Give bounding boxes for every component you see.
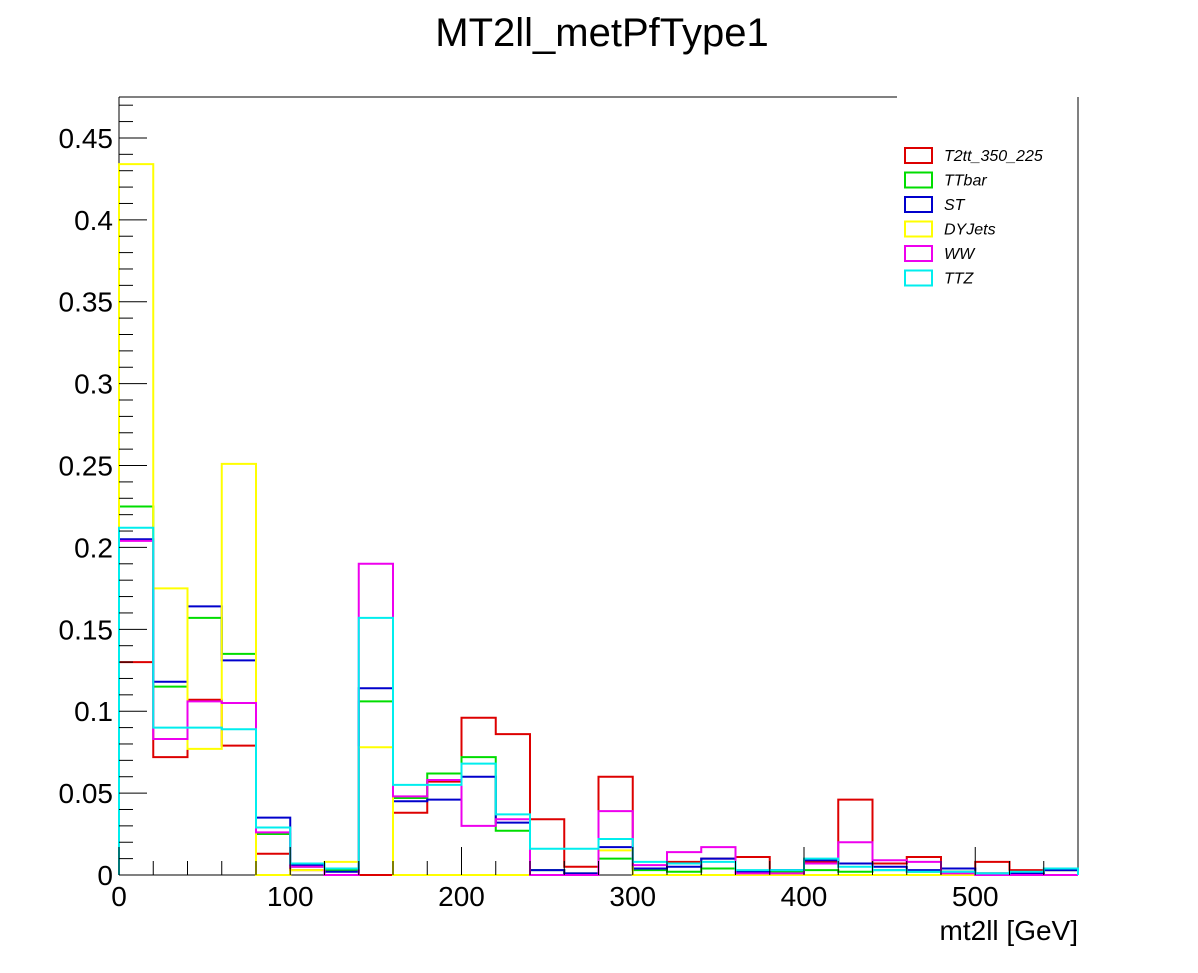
legend: T2tt_350_225 TTbar ST DYJets WW TTZ	[904, 147, 1043, 288]
legend-swatch-ttbar	[904, 171, 933, 189]
legend-label-ttbar: TTbar	[944, 173, 987, 190]
y-tick-label: 0.45	[59, 123, 114, 154]
y-tick-label: 0.15	[59, 614, 114, 645]
legend-swatch-t2tt-350-225	[904, 147, 933, 164]
legend-label-ttz: TTZ	[944, 271, 975, 288]
y-tick-label: 0.35	[59, 287, 114, 318]
x-tick-label: 400	[781, 881, 828, 912]
y-tick-label: 0.05	[59, 778, 114, 809]
x-tick-label: 300	[609, 881, 656, 912]
series-dyjets	[118, 163, 1078, 876]
legend-label-st: ST	[944, 197, 966, 214]
y-tick-label: 0.1	[74, 696, 113, 727]
series-ww	[118, 539, 1078, 876]
y-tick-label: 0.25	[59, 451, 114, 482]
x-axis-label: mt2ll [GeV]	[940, 915, 1078, 946]
x-tick-label: 500	[952, 881, 999, 912]
series-group	[118, 163, 1079, 876]
x-tick-label: 0	[111, 881, 127, 912]
legend-swatch-dyjets	[904, 220, 933, 238]
legend-label-t2tt-350-225: T2tt_350_225	[944, 148, 1043, 165]
legend-label-ww: WW	[944, 246, 976, 263]
y-tick-label: 0	[97, 860, 113, 891]
y-tick-label: 0.3	[74, 369, 113, 400]
chart-title: MT2ll_metPfType1	[435, 11, 768, 55]
axes-group: 0 0.05 0.1 0.15 0.2 0.25 0.3 0.35 0.4 0.45 0 100 200…	[59, 104, 1045, 912]
y-tick-label: 0.2	[74, 532, 113, 563]
legend-label-dyjets: DYJets	[944, 222, 996, 239]
y-tick-label: 0.4	[74, 205, 113, 236]
plot-frame	[118, 96, 1079, 876]
x-tick-label: 100	[267, 881, 314, 912]
series-ttz	[118, 526, 1079, 875]
legend-swatch-ttz	[904, 269, 933, 287]
x-tick-label: 200	[438, 881, 485, 912]
legend-swatch-ww	[904, 245, 933, 262]
legend-swatch-st	[904, 196, 933, 213]
